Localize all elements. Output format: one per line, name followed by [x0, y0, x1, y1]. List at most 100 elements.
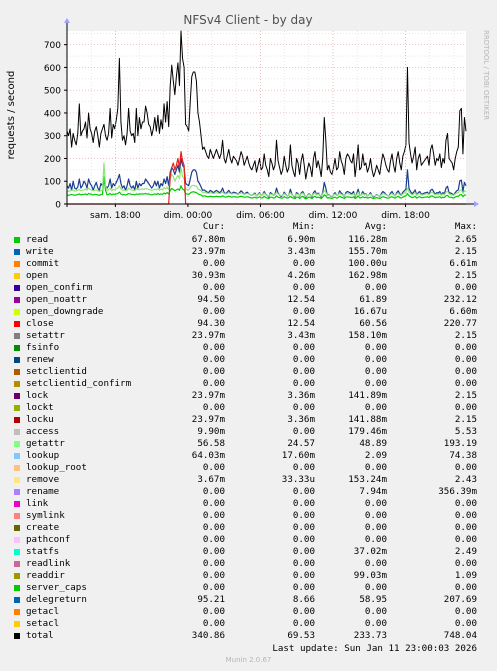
legend-row-remove: remove 3.67m 33.33u 153.24m 2.43	[0, 474, 497, 486]
legend-name: open_confirm	[26, 282, 93, 293]
legend-name: read	[26, 234, 49, 245]
legend-max: 0.00	[454, 378, 477, 389]
legend-swatch	[14, 537, 20, 543]
y-tick-label: 700	[44, 41, 61, 51]
legend-name: getattr	[26, 438, 65, 449]
legend-avg: 155.70m	[348, 246, 387, 257]
legend-row-setclientid: setclientid 0.00 0.00 0.00 0.00	[0, 366, 497, 378]
legend-swatch	[14, 285, 20, 291]
legend-name: lookup	[26, 450, 60, 461]
legend-max: 0.00	[454, 462, 477, 473]
legend-min: 0.00	[292, 558, 315, 569]
legend-cur: 0.00	[202, 534, 225, 545]
legend-max: 0.00	[454, 582, 477, 593]
legend-row-read: read 67.80m 6.90m 116.28m 2.65	[0, 234, 497, 246]
legend-cur: 23.97m	[191, 414, 225, 425]
legend-min: 69.53	[287, 630, 315, 641]
legend-row-create: create 0.00 0.00 0.00 0.00	[0, 522, 497, 534]
legend-row-readlink: readlink 0.00 0.00 0.00 0.00	[0, 558, 497, 570]
legend-min: 33.33u	[281, 474, 315, 485]
series-line-total	[66, 30, 467, 180]
legend-swatch	[14, 237, 20, 243]
legend-row-setacl: setacl 0.00 0.00 0.00 0.00	[0, 618, 497, 630]
legend-header-max: Max:	[454, 221, 477, 232]
legend-name: renew	[26, 354, 54, 365]
legend-avg: 0.00	[364, 366, 387, 377]
legend-avg: 0.00	[364, 402, 387, 413]
legend-max: 2.65	[454, 234, 477, 245]
legend-swatch	[14, 465, 20, 471]
legend-name: write	[26, 246, 54, 257]
legend-cur: 0.00	[202, 498, 225, 509]
x-tick-label: dim. 00:00	[164, 211, 213, 221]
chart-title: NFSv4 Client - by day	[183, 13, 312, 27]
legend-name: server_caps	[26, 582, 87, 593]
legend-min: 0.00	[292, 546, 315, 557]
legend-cur: 0.00	[202, 258, 225, 269]
y-tick-label: 500	[44, 87, 61, 97]
legend-cur: 0.00	[202, 378, 225, 389]
legend-name: close	[26, 318, 54, 329]
legend-name: remove	[26, 474, 60, 485]
legend-min: 0.00	[292, 618, 315, 629]
legend-max: 2.15	[454, 330, 477, 341]
legend-avg: 60.56	[359, 318, 387, 329]
legend-max: 74.38	[449, 450, 477, 461]
legend-min: 0.00	[292, 462, 315, 473]
legend-swatch	[14, 477, 20, 483]
legend-row-fsinfo: fsinfo 0.00 0.00 0.00 0.00	[0, 342, 497, 354]
last-update: Last update: Sun Jan 11 23:00:03 2026	[272, 643, 477, 654]
legend-swatch	[14, 609, 20, 615]
legend-avg: 0.00	[364, 282, 387, 293]
legend-max: 0.00	[454, 354, 477, 365]
legend-name: symlink	[26, 510, 65, 521]
legend-avg: 0.00	[364, 606, 387, 617]
legend-row-lookup_root: lookup_root 0.00 0.00 0.00 0.00	[0, 462, 497, 474]
legend-max: 0.00	[454, 522, 477, 533]
legend-avg: 141.88m	[348, 414, 387, 425]
legend-min: 0.00	[292, 606, 315, 617]
legend-name: open_noattr	[26, 294, 87, 305]
legend-swatch	[14, 633, 20, 639]
legend-name: link	[26, 498, 49, 509]
legend-swatch	[14, 585, 20, 591]
legend-avg: 58.95	[359, 594, 387, 605]
y-tick-label: 0	[55, 201, 61, 211]
legend-cur: 0.00	[202, 462, 225, 473]
legend-row-lock: lock 23.97m 3.36m 141.89m 2.15	[0, 390, 497, 402]
legend-max: 2.15	[454, 270, 477, 281]
legend-row-delegreturn: delegreturn 95.21 8.66 58.95 207.69	[0, 594, 497, 606]
legend-name: total	[26, 630, 54, 641]
legend-avg: 0.00	[364, 534, 387, 545]
legend-row-readdir: readdir 0.00 0.00 99.03m 1.09	[0, 570, 497, 582]
x-tick-label: dim. 12:00	[309, 211, 358, 221]
legend-row-link: link 0.00 0.00 0.00 0.00	[0, 498, 497, 510]
legend-avg: 141.89m	[348, 390, 387, 401]
legend-min: 0.00	[292, 426, 315, 437]
legend-name: lockt	[26, 402, 54, 413]
y-axis-arrow	[64, 18, 70, 23]
legend-swatch	[14, 549, 20, 555]
series-line-getattr	[66, 162, 467, 198]
legend-swatch	[14, 561, 20, 567]
legend-min: 0.00	[292, 582, 315, 593]
y-tick-label: 100	[44, 178, 61, 188]
rrdtool-watermark: RRDTOOL / TOBI OETIKER	[482, 30, 490, 120]
legend-min: 0.00	[292, 402, 315, 413]
legend-row-getattr: getattr 56.58 24.57 48.89 193.19	[0, 438, 497, 450]
legend-max: 2.15	[454, 414, 477, 425]
legend-swatch	[14, 513, 20, 519]
legend-cur: 0.00	[202, 486, 225, 497]
legend-swatch	[14, 621, 20, 627]
legend-row-statfs: statfs 0.00 0.00 37.02m 2.49	[0, 546, 497, 558]
y-tick-label: 400	[44, 109, 61, 119]
legend-cur: 3.67m	[197, 474, 225, 485]
legend-swatch	[14, 405, 20, 411]
legend-swatch	[14, 345, 20, 351]
legend-swatch	[14, 357, 20, 363]
y-axis-label: requests / second	[6, 71, 17, 160]
legend-avg: 2.09	[364, 450, 387, 461]
legend-min: 0.00	[292, 486, 315, 497]
legend-min: 0.00	[292, 306, 315, 317]
